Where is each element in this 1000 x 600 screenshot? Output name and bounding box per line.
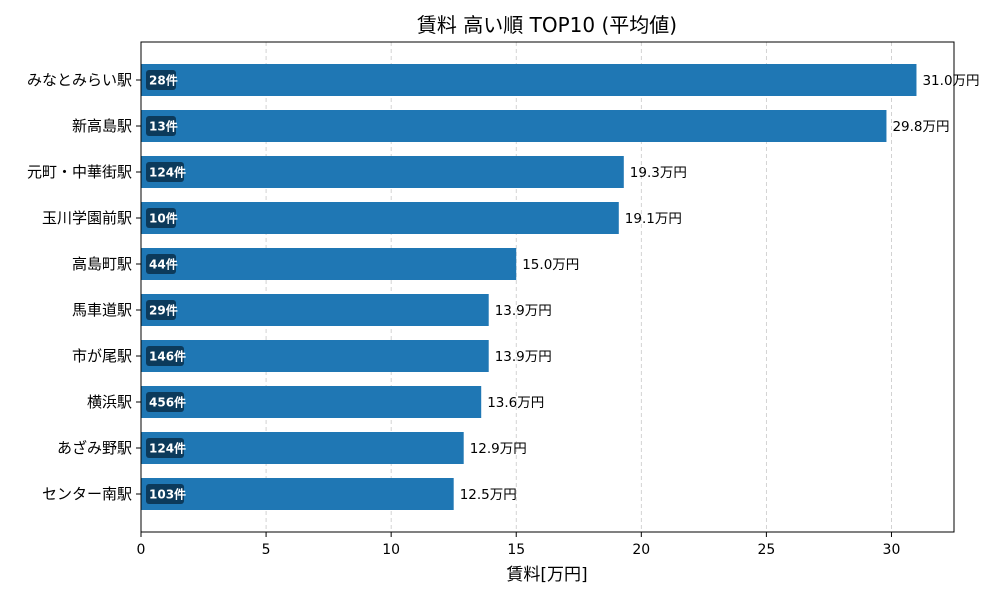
value-label: 13.9万円 — [495, 303, 552, 319]
bar — [141, 202, 619, 234]
category-label: センター南駅 — [42, 485, 132, 503]
bar — [141, 386, 482, 418]
count-badge — [146, 438, 184, 458]
chart-title: 賃料 高い順 TOP10 (平均値) — [417, 13, 677, 37]
count-label: 28件 — [149, 73, 178, 88]
count-badge — [146, 484, 184, 504]
x-tick-label: 5 — [262, 542, 271, 558]
category-label: 新高島駅 — [72, 117, 132, 135]
count-badge — [146, 70, 176, 90]
bar — [141, 432, 464, 464]
count-label: 13件 — [149, 119, 178, 134]
category-label: 高島町駅 — [72, 255, 132, 273]
x-tick-label: 0 — [137, 542, 146, 558]
bar — [141, 248, 517, 280]
category-label: 馬車道駅 — [72, 301, 132, 319]
category-label: あざみ野駅 — [57, 439, 132, 457]
value-label: 31.0万円 — [922, 73, 979, 89]
value-label: 15.0万円 — [522, 257, 579, 273]
value-label: 19.3万円 — [630, 165, 687, 181]
count-label: 103件 — [149, 487, 186, 502]
x-tick-label: 30 — [883, 542, 901, 558]
axes: 0 5 10 15 20 25 30 みなとみらい駅新高島駅元町・中華街駅玉川学園前駅高島町駅… — [27, 71, 900, 558]
count-badge — [146, 208, 176, 228]
count-badge — [146, 254, 176, 274]
count-label: 146件 — [149, 349, 186, 364]
value-label: 13.6万円 — [487, 395, 544, 411]
value-label: 12.9万円 — [470, 441, 527, 457]
bar — [141, 64, 917, 96]
count-badge — [146, 116, 176, 136]
category-label: 玉川学園前駅 — [42, 209, 132, 227]
category-label: 市が尾駅 — [72, 347, 132, 365]
bar — [141, 110, 887, 142]
category-label: みなとみらい駅 — [27, 71, 132, 89]
count-badge — [146, 346, 184, 366]
x-tick-label: 10 — [382, 542, 400, 558]
count-label: 124件 — [149, 441, 186, 456]
value-label: 19.1万円 — [625, 211, 682, 227]
bar — [141, 294, 489, 326]
count-label: 124件 — [149, 165, 186, 180]
bar — [141, 156, 624, 188]
plot-frame — [140, 41, 955, 533]
count-badge — [146, 162, 184, 182]
category-label: 元町・中華街駅 — [27, 163, 132, 181]
bar — [141, 340, 489, 372]
value-label: 12.5万円 — [460, 487, 517, 503]
count-label: 456件 — [149, 395, 186, 410]
category-label: 横浜駅 — [87, 393, 132, 411]
count-label: 44件 — [149, 257, 178, 272]
value-label: 29.8万円 — [892, 119, 949, 135]
x-tick-label: 25 — [757, 542, 775, 558]
bar — [141, 478, 454, 510]
count-label: 29件 — [149, 303, 178, 318]
x-tick-label: 15 — [507, 542, 525, 558]
value-label: 13.9万円 — [495, 349, 552, 365]
bars: 31.0万円 28件 29.8万円 13件 19.3万円 124件 19.1万円 10件 15.… — [141, 64, 980, 510]
count-badge — [146, 300, 176, 320]
x-axis-title: 賃料[万円] — [506, 565, 587, 585]
count-label: 10件 — [149, 211, 178, 226]
count-badge — [146, 392, 184, 412]
x-tick-label: 20 — [632, 542, 650, 558]
